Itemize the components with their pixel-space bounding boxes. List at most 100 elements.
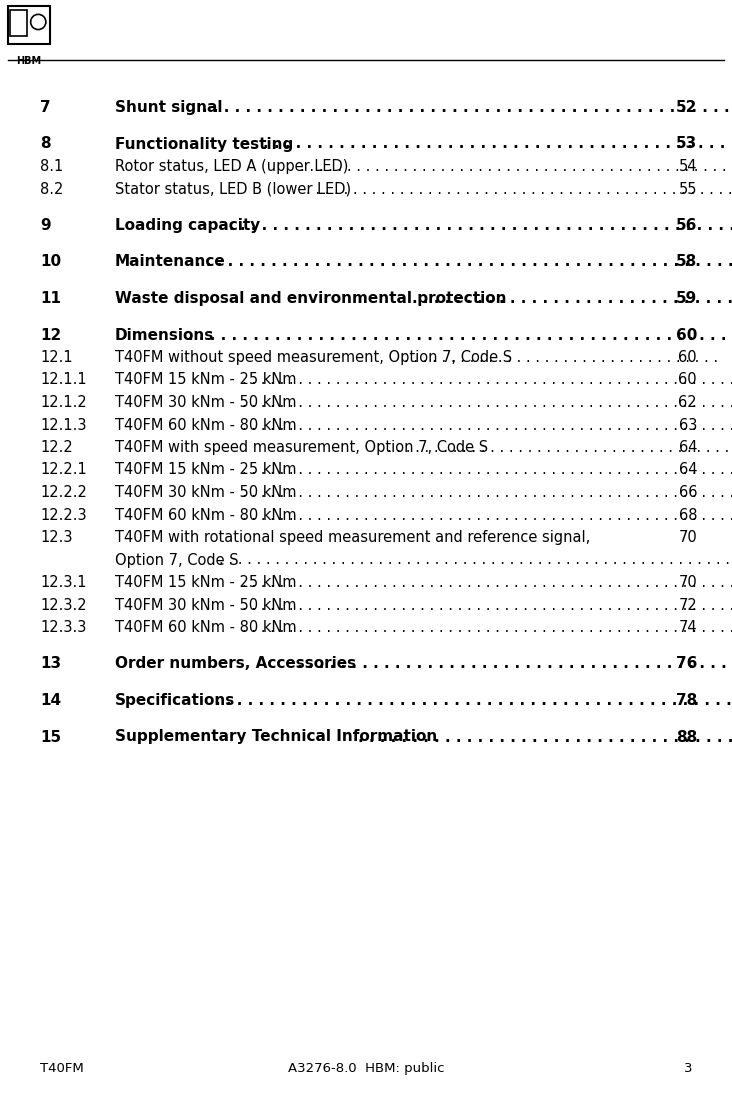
Text: T40FM 60 kNm - 80 kNm: T40FM 60 kNm - 80 kNm bbox=[115, 508, 296, 523]
Text: . . . . . . . . . . . . . . . . . . . . . . . . . . . . . . . . . . . . . . . . : . . . . . . . . . . . . . . . . . . . . … bbox=[263, 137, 732, 151]
Text: . . . . . . . . . . . . . . . . . . . . . . . . . . . . . . . . . .: . . . . . . . . . . . . . . . . . . . . … bbox=[404, 350, 723, 365]
Text: . . . . . . . . . . . . . . . . . . . . . . . . . . . . . . . . . . . . . . . . : . . . . . . . . . . . . . . . . . . . . … bbox=[188, 327, 732, 342]
Text: 8.2: 8.2 bbox=[40, 182, 64, 197]
Text: Supplementary Technical Information: Supplementary Technical Information bbox=[115, 730, 437, 745]
Text: 78: 78 bbox=[676, 693, 697, 708]
Text: T40FM without speed measurement, Option 7, Code S: T40FM without speed measurement, Option … bbox=[115, 350, 512, 365]
Text: Functionality testing: Functionality testing bbox=[115, 137, 294, 151]
Text: . . . . . . . . . . . . . . . . . . . . . . . . . . . . . . . . . . . . . . . . : . . . . . . . . . . . . . . . . . . . . … bbox=[242, 395, 732, 410]
Text: 12.3: 12.3 bbox=[40, 529, 72, 545]
Text: 74: 74 bbox=[679, 620, 697, 635]
Text: Waste disposal and environmental protection: Waste disposal and environmental protect… bbox=[115, 291, 507, 306]
Text: . . . . . . . . . . . . . . . . . . . . . . . . . . . . . . . . . . . . . . . .: . . . . . . . . . . . . . . . . . . . . … bbox=[358, 730, 732, 745]
Text: Maintenance: Maintenance bbox=[115, 255, 225, 269]
Text: 56: 56 bbox=[676, 218, 697, 233]
Text: . . . . . . . . . . . . . . . . . . . . . . . . . . . . . . . . . . . . . . . . : . . . . . . . . . . . . . . . . . . . . … bbox=[242, 485, 732, 500]
Text: 52: 52 bbox=[676, 100, 697, 115]
Text: . . . . . . . . . . . . . . . . . . . . . . . . . . . . . . . . . . . . . . . . : . . . . . . . . . . . . . . . . . . . . … bbox=[242, 508, 732, 523]
Text: . . . . . . . . . . . . . . . . . . . . . . . . . . . . . . . . . . . . . . . . : . . . . . . . . . . . . . . . . . . . . … bbox=[242, 620, 732, 635]
Text: 60: 60 bbox=[679, 350, 697, 365]
Text: Loading capacity: Loading capacity bbox=[115, 218, 261, 233]
Text: T40FM with speed measurement, Option 7, Code S: T40FM with speed measurement, Option 7, … bbox=[115, 440, 488, 455]
Text: . . . . . . . . . . . . . . . . . . . . . . . . . . . . . . . . . . . . . . . . : . . . . . . . . . . . . . . . . . . . . … bbox=[242, 575, 732, 590]
Bar bbox=[10, 10, 27, 36]
Text: 12.2.3: 12.2.3 bbox=[40, 508, 86, 523]
Text: 12.1: 12.1 bbox=[40, 350, 72, 365]
Text: . . . . . . . . . . . . . . . . . . . . . . . . . . . . . . . . . . . . . . . . : . . . . . . . . . . . . . . . . . . . . … bbox=[300, 159, 732, 174]
Text: 53: 53 bbox=[676, 137, 697, 151]
Text: T40FM 30 kNm - 50 kNm: T40FM 30 kNm - 50 kNm bbox=[115, 485, 296, 500]
Text: 8: 8 bbox=[40, 137, 51, 151]
Text: T40FM 15 kNm - 25 kNm: T40FM 15 kNm - 25 kNm bbox=[115, 372, 296, 387]
Text: 70: 70 bbox=[679, 529, 697, 545]
Text: 70: 70 bbox=[679, 575, 697, 590]
Text: 9: 9 bbox=[40, 218, 51, 233]
Bar bbox=[8, 5, 50, 44]
Text: 60: 60 bbox=[676, 327, 697, 342]
Text: 60: 60 bbox=[679, 372, 697, 387]
Text: 68: 68 bbox=[679, 508, 697, 523]
Text: . . . . . . . . . . . . . . . . . . . . . . . . . . . . . . . . . . . . . . . . : . . . . . . . . . . . . . . . . . . . . … bbox=[242, 597, 732, 613]
Text: Option 7, Code S: Option 7, Code S bbox=[115, 552, 239, 568]
Text: T40FM 15 kNm - 25 kNm: T40FM 15 kNm - 25 kNm bbox=[115, 463, 296, 477]
Text: 64: 64 bbox=[679, 463, 697, 477]
Text: . . . . . . . . . . . . . . . . . . . . . . . . . . . . . . . . . . . . . . . . : . . . . . . . . . . . . . . . . . . . . … bbox=[242, 463, 732, 477]
Text: . . . . . . . . . . . . . . . . . . . . . . . . . . . . . . . . . . . . . . . . : . . . . . . . . . . . . . . . . . . . . … bbox=[201, 100, 732, 115]
Text: 14: 14 bbox=[40, 693, 61, 708]
Text: 12.2: 12.2 bbox=[40, 440, 72, 455]
Text: . . . . . . . . . . . . . . . . . . . . . . . . . . . . . . . . . . . . . . . . : . . . . . . . . . . . . . . . . . . . . … bbox=[195, 255, 732, 269]
Text: 66: 66 bbox=[679, 485, 697, 500]
Text: . . . . . . . . . . . . . . . . . . . . . . . . . . . . . . . . . . . . .: . . . . . . . . . . . . . . . . . . . . … bbox=[386, 440, 732, 455]
Text: . . . . . . . . . . . . . . . . . . . . . . . . . . . . . . . . . . . . . . . . : . . . . . . . . . . . . . . . . . . . . … bbox=[219, 552, 732, 568]
Text: 12: 12 bbox=[40, 327, 61, 342]
Text: 62: 62 bbox=[679, 395, 697, 410]
Text: . . . . . . . . . . . . . . . . . . . . . . . . . . . . . . . . . . . . . . . . : . . . . . . . . . . . . . . . . . . . . … bbox=[229, 218, 732, 233]
Text: 11: 11 bbox=[40, 291, 61, 306]
Text: HBM: HBM bbox=[16, 56, 42, 66]
Text: . . . . . . . . . . . . . . . . . . . . . . . . . . . . . . . . . . . . . . . . : . . . . . . . . . . . . . . . . . . . . … bbox=[215, 693, 732, 708]
Text: 88: 88 bbox=[676, 730, 697, 745]
Text: Order numbers, Accessories: Order numbers, Accessories bbox=[115, 656, 356, 672]
Text: 54: 54 bbox=[679, 159, 697, 174]
Text: . . . . . . . . . . . . . . . . . . . . . . . . . . . . . . . . . . . . . . . . : . . . . . . . . . . . . . . . . . . . . … bbox=[296, 656, 732, 672]
Text: 13: 13 bbox=[40, 656, 61, 672]
Text: 10: 10 bbox=[40, 255, 61, 269]
Text: . . . . . . . . . . . . . . . . . . . . . . . . . . . . . . . . . . . . . . . . : . . . . . . . . . . . . . . . . . . . . … bbox=[242, 372, 732, 387]
Text: 12.2.2: 12.2.2 bbox=[40, 485, 87, 500]
Text: T40FM 60 kNm - 80 kNm: T40FM 60 kNm - 80 kNm bbox=[115, 620, 296, 635]
Text: 3: 3 bbox=[684, 1062, 692, 1075]
Text: 15: 15 bbox=[40, 730, 61, 745]
Text: 12.3.2: 12.3.2 bbox=[40, 597, 86, 613]
Text: Stator status, LED B (lower LED): Stator status, LED B (lower LED) bbox=[115, 182, 351, 197]
Text: 76: 76 bbox=[676, 656, 697, 672]
Text: 12.1.3: 12.1.3 bbox=[40, 418, 86, 432]
Text: 12.3.3: 12.3.3 bbox=[40, 620, 86, 635]
Text: 55: 55 bbox=[679, 182, 697, 197]
Text: Specifications: Specifications bbox=[115, 693, 235, 708]
Text: 12.3.1: 12.3.1 bbox=[40, 575, 86, 590]
Text: Dimensions: Dimensions bbox=[115, 327, 214, 342]
Text: 7: 7 bbox=[40, 100, 51, 115]
Text: T40FM 60 kNm - 80 kNm: T40FM 60 kNm - 80 kNm bbox=[115, 418, 296, 432]
Text: Shunt signal: Shunt signal bbox=[115, 100, 223, 115]
Text: 72: 72 bbox=[679, 597, 697, 613]
Circle shape bbox=[31, 14, 46, 30]
Text: A3276-8.0  HBM: public: A3276-8.0 HBM: public bbox=[288, 1062, 444, 1075]
Text: T40FM 30 kNm - 50 kNm: T40FM 30 kNm - 50 kNm bbox=[115, 597, 296, 613]
Text: 63: 63 bbox=[679, 418, 697, 432]
Text: . . . . . . . . . . . . . . . . . . . . . . . . . . . . . . . . .: . . . . . . . . . . . . . . . . . . . . … bbox=[412, 291, 732, 306]
Text: T40FM 30 kNm - 50 kNm: T40FM 30 kNm - 50 kNm bbox=[115, 395, 296, 410]
Text: . . . . . . . . . . . . . . . . . . . . . . . . . . . . . . . . . . . . . . . . : . . . . . . . . . . . . . . . . . . . . … bbox=[305, 182, 732, 197]
Text: 64: 64 bbox=[679, 440, 697, 455]
Text: 58: 58 bbox=[676, 255, 697, 269]
Text: 12.2.1: 12.2.1 bbox=[40, 463, 87, 477]
Text: 12.1.2: 12.1.2 bbox=[40, 395, 87, 410]
Text: 59: 59 bbox=[676, 291, 697, 306]
Text: Rotor status, LED A (upper LED): Rotor status, LED A (upper LED) bbox=[115, 159, 348, 174]
Text: . . . . . . . . . . . . . . . . . . . . . . . . . . . . . . . . . . . . . . . . : . . . . . . . . . . . . . . . . . . . . … bbox=[242, 418, 732, 432]
Text: T40FM with rotational speed measurement and reference signal,: T40FM with rotational speed measurement … bbox=[115, 529, 590, 545]
Text: 12.1.1: 12.1.1 bbox=[40, 372, 86, 387]
Text: 8.1: 8.1 bbox=[40, 159, 63, 174]
Text: T40FM 15 kNm - 25 kNm: T40FM 15 kNm - 25 kNm bbox=[115, 575, 296, 590]
Text: T40FM: T40FM bbox=[40, 1062, 83, 1075]
